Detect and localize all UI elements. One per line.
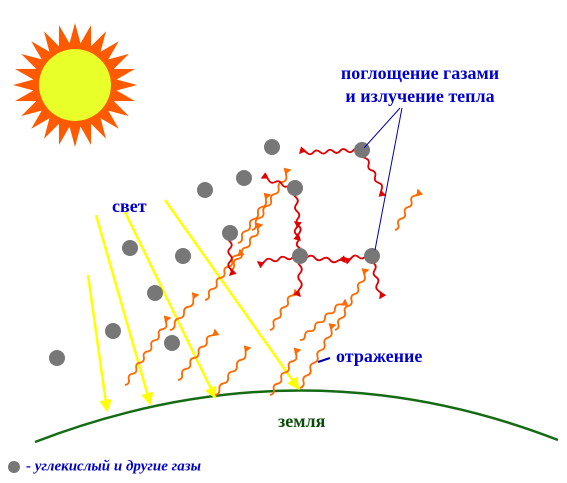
reflection-dash xyxy=(318,358,330,362)
gas-molecule xyxy=(287,180,303,196)
light-ray xyxy=(125,212,215,397)
heat-ray xyxy=(300,148,360,154)
light-ray xyxy=(96,215,150,403)
heat-ray xyxy=(395,190,418,230)
legend-dot xyxy=(8,461,20,473)
gas-molecule xyxy=(164,335,180,351)
sun-disc xyxy=(39,49,111,121)
gas-molecule xyxy=(147,285,163,301)
gas-molecule xyxy=(264,139,280,155)
gas-molecule xyxy=(49,350,65,366)
absorption-label: поглощение газами xyxy=(341,63,499,83)
sun xyxy=(13,23,137,147)
light-label: свет xyxy=(112,196,147,216)
diagram: поглощение газами и излучение тепла свет… xyxy=(0,0,567,483)
light-ray xyxy=(88,275,107,410)
earth-label: земля xyxy=(278,411,326,431)
gas-molecule xyxy=(105,323,121,339)
heat-ray xyxy=(252,170,290,230)
reflection-label: отражение xyxy=(336,346,422,366)
heat-ray xyxy=(270,290,295,330)
heat-ray xyxy=(335,270,368,330)
gas-molecule xyxy=(236,170,252,186)
gas-molecule xyxy=(292,248,308,264)
pointer-line xyxy=(364,108,400,148)
gas-molecule xyxy=(175,248,191,264)
gas-molecule xyxy=(197,182,213,198)
heat-ray xyxy=(205,250,240,300)
gas-molecule xyxy=(364,248,380,264)
legend-label: - углекислый и другие газы xyxy=(26,458,201,474)
absorption-label: и излучение тепла xyxy=(345,86,494,106)
heat-ray xyxy=(215,348,250,395)
heat-ray xyxy=(362,152,385,195)
gas-molecule xyxy=(222,225,238,241)
heat-ray xyxy=(125,318,170,385)
heat-ray xyxy=(178,330,215,380)
gas-molecule xyxy=(122,240,138,256)
